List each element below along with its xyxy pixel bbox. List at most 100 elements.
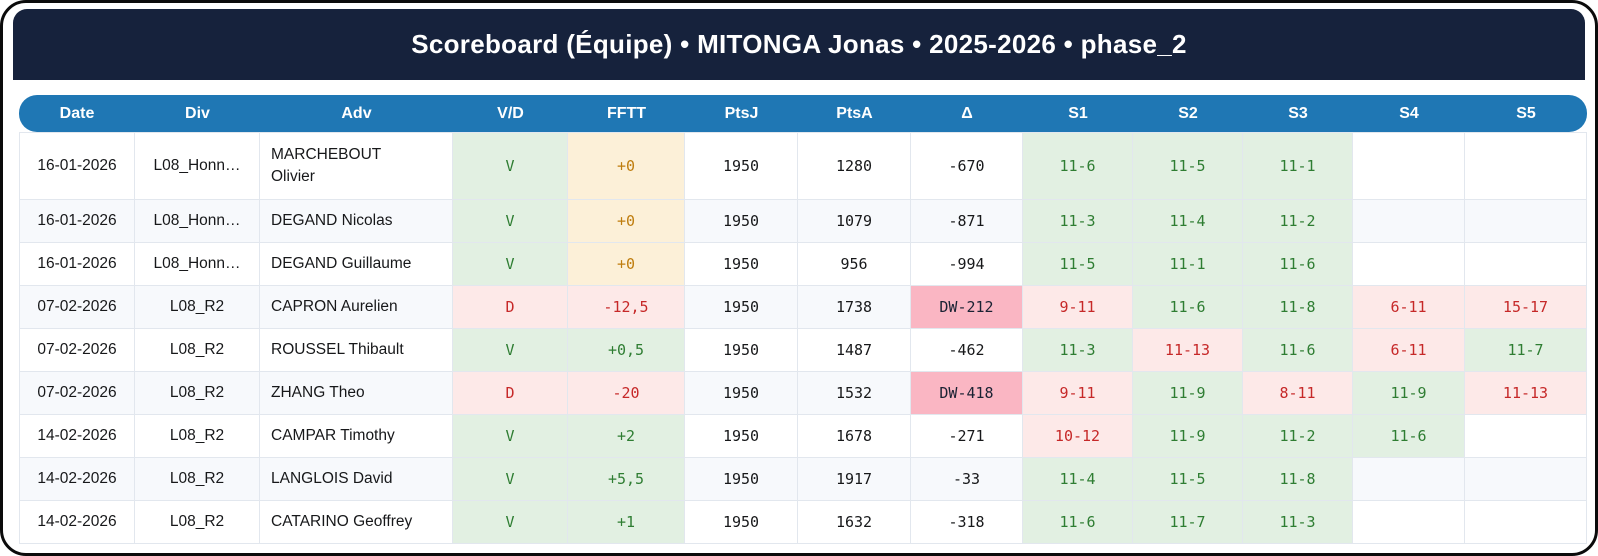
division-cell: L08_Honn…	[135, 132, 260, 200]
opponent-cell: MARCHEBOUT Olivier	[260, 132, 453, 200]
result-cell: D	[453, 286, 568, 329]
date-cell: 14-02-2026	[19, 415, 135, 458]
opponent-cell: ZHANG Theo	[260, 372, 453, 415]
page-title: Scoreboard (Équipe) • MITONGA Jonas • 20…	[411, 29, 1187, 59]
set-score-cell-s1: 10-12	[1023, 415, 1133, 458]
fftt-points-cell: +0	[568, 132, 685, 200]
set-score-cell-s1: 11-3	[1023, 200, 1133, 243]
opponent-points-cell: 1280	[798, 132, 911, 200]
opponent-name: CATARINO Geoffrey	[271, 512, 413, 530]
opponent-name: ZHANG Theo	[271, 383, 365, 401]
set-score-cell-s5	[1465, 458, 1587, 501]
table-row: 16-01-2026 L08_Honn… MARCHEBOUT Olivier V +0…	[19, 132, 1587, 200]
result-cell: V	[453, 132, 568, 200]
division-cell: L08_R2	[135, 286, 260, 329]
column-header-s4: S4	[1353, 95, 1465, 132]
result-cell: V	[453, 415, 568, 458]
opponent-cell: ROUSSEL Thibault	[260, 329, 453, 372]
set-score-cell-s4	[1353, 501, 1465, 544]
set-score-cell-s4	[1353, 200, 1465, 243]
date-cell: 16-01-2026	[19, 132, 135, 200]
opponent-name: DEGAND Guillaume	[271, 254, 412, 272]
set-score-cell-s1: 11-6	[1023, 132, 1133, 200]
opponent-name: DEGAND Nicolas	[271, 211, 393, 229]
result-cell: V	[453, 329, 568, 372]
set-score-cell-s3: 11-6	[1243, 243, 1353, 286]
table-row: 16-01-2026 L08_Honn… DEGAND Guillaume V +0 19…	[19, 243, 1587, 286]
division-cell: L08_Honn…	[135, 200, 260, 243]
division-cell: L08_R2	[135, 329, 260, 372]
opponent-cell: CATARINO Geoffrey	[260, 501, 453, 544]
player-points-cell: 1950	[685, 286, 798, 329]
player-points-cell: 1950	[685, 372, 798, 415]
date-cell: 07-02-2026	[19, 286, 135, 329]
title-bar: Scoreboard (Équipe) • MITONGA Jonas • 20…	[13, 9, 1585, 80]
set-score-cell-s4: 6-11	[1353, 329, 1465, 372]
table-row: 14-02-2026 L08_R2 CATARINO Geoffrey V +1 1950…	[19, 501, 1587, 544]
date-cell: 14-02-2026	[19, 458, 135, 501]
set-score-cell-s1: 11-4	[1023, 458, 1133, 501]
set-score-cell-s5	[1465, 132, 1587, 200]
set-score-cell-s1: 9-11	[1023, 372, 1133, 415]
result-cell: V	[453, 243, 568, 286]
set-score-cell-s3: 11-2	[1243, 200, 1353, 243]
delta-cell: -871	[911, 200, 1023, 243]
delta-cell: -462	[911, 329, 1023, 372]
opponent-cell: CAMPAR Timothy	[260, 415, 453, 458]
opponent-points-cell: 1079	[798, 200, 911, 243]
fftt-points-cell: +1	[568, 501, 685, 544]
table-row: 07-02-2026 L08_R2 ROUSSEL Thibault V +0,5 195…	[19, 329, 1587, 372]
table-row: 07-02-2026 L08_R2 CAPRON Aurelien D -12,5 195…	[19, 286, 1587, 329]
player-points-cell: 1950	[685, 501, 798, 544]
delta-cell: -33	[911, 458, 1023, 501]
set-score-cell-s4	[1353, 458, 1465, 501]
column-header-adv: Adv	[260, 95, 453, 132]
set-score-cell-s1: 11-3	[1023, 329, 1133, 372]
table-row: 14-02-2026 L08_R2 LANGLOIS David V +5,5 1950 1…	[19, 458, 1587, 501]
set-score-cell-s3: 11-8	[1243, 286, 1353, 329]
set-score-cell-s5: 11-13	[1465, 372, 1587, 415]
set-score-cell-s3: 11-6	[1243, 329, 1353, 372]
delta-cell: -271	[911, 415, 1023, 458]
column-header-ptsj: PtsJ	[685, 95, 798, 132]
date-cell: 16-01-2026	[19, 243, 135, 286]
set-score-cell-s3: 8-11	[1243, 372, 1353, 415]
opponent-name: ROUSSEL Thibault	[271, 340, 404, 358]
division-cell: L08_R2	[135, 458, 260, 501]
set-score-cell-s5: 11-7	[1465, 329, 1587, 372]
fftt-points-cell: +0	[568, 200, 685, 243]
set-score-cell-s2: 11-9	[1133, 372, 1243, 415]
delta-cell: -670	[911, 132, 1023, 200]
fftt-points-cell: +0	[568, 243, 685, 286]
set-score-cell-s5	[1465, 200, 1587, 243]
opponent-name: MARCHEBOUT Olivier	[271, 145, 381, 185]
column-header-fftt: FFTT	[568, 95, 685, 132]
fftt-points-cell: +0,5	[568, 329, 685, 372]
set-score-cell-s3: 11-8	[1243, 458, 1353, 501]
opponent-points-cell: 1678	[798, 415, 911, 458]
opponent-points-cell: 956	[798, 243, 911, 286]
set-score-cell-s5: 15-17	[1465, 286, 1587, 329]
opponent-points-cell: 1738	[798, 286, 911, 329]
set-score-cell-s2: 11-6	[1133, 286, 1243, 329]
set-score-cell-s2: 11-5	[1133, 132, 1243, 200]
opponent-points-cell: 1532	[798, 372, 911, 415]
player-points-cell: 1950	[685, 200, 798, 243]
player-points-cell: 1950	[685, 458, 798, 501]
result-cell: V	[453, 458, 568, 501]
set-score-cell-s4: 11-9	[1353, 372, 1465, 415]
date-cell: 16-01-2026	[19, 200, 135, 243]
division-cell: L08_Honn…	[135, 243, 260, 286]
set-score-cell-s2: 11-4	[1133, 200, 1243, 243]
set-score-cell-s4	[1353, 132, 1465, 200]
set-score-cell-s3: 11-3	[1243, 501, 1353, 544]
column-header-s2: S2	[1133, 95, 1243, 132]
table-row: 07-02-2026 L08_R2 ZHANG Theo D -20 1950 1532 DW…	[19, 372, 1587, 415]
set-score-cell-s4: 6-11	[1353, 286, 1465, 329]
player-points-cell: 1950	[685, 132, 798, 200]
set-score-cell-s3: 11-1	[1243, 132, 1353, 200]
opponent-cell: DEGAND Guillaume	[260, 243, 453, 286]
table-row: 14-02-2026 L08_R2 CAMPAR Timothy V +2 1950 167…	[19, 415, 1587, 458]
set-score-cell-s1: 11-5	[1023, 243, 1133, 286]
